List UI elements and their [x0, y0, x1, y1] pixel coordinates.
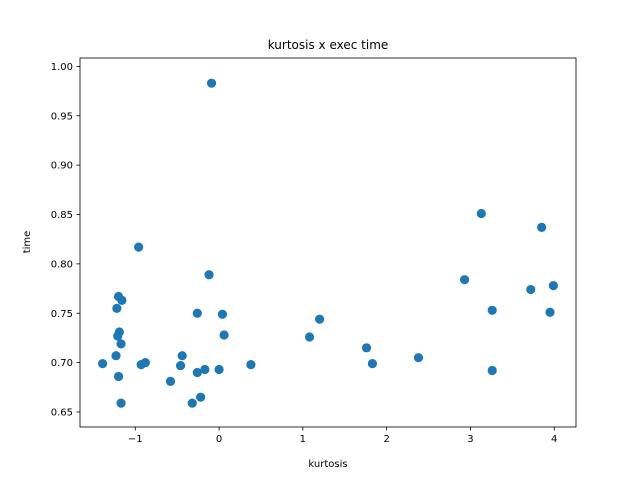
data-point [177, 351, 187, 361]
data-point [413, 353, 424, 363]
data-point [112, 303, 122, 313]
data-point [487, 305, 497, 315]
data-point [111, 351, 121, 361]
y-axis-label: time [22, 231, 33, 254]
x-axis: −1 0 1 2 3 4 [128, 427, 557, 445]
data-point [196, 392, 206, 402]
x-tick-label: 2 [383, 434, 389, 445]
data-point [367, 359, 378, 369]
data-point [204, 270, 214, 280]
y-tick-label: 0.65 [51, 408, 73, 419]
data-point [545, 307, 555, 317]
y-tick-label: 0.75 [51, 309, 73, 320]
data-point [304, 332, 315, 342]
data-point [117, 295, 127, 306]
y-axis: 0.65 0.70 0.75 0.80 0.85 0.90 0.95 1.00 [51, 62, 80, 419]
data-point [206, 78, 217, 88]
data-point [537, 222, 547, 232]
data-point [192, 367, 202, 378]
data-point [175, 360, 186, 371]
data-point [98, 359, 108, 369]
data-point [315, 314, 325, 324]
data-point [219, 330, 229, 340]
y-tick-label: 0.85 [51, 210, 73, 221]
plot-area-frame [79, 57, 577, 428]
x-tick-label: 3 [467, 434, 473, 445]
data-point [246, 359, 256, 370]
y-tick-label: 0.90 [51, 161, 73, 172]
data-points [98, 78, 558, 408]
data-point [361, 343, 372, 353]
data-point [140, 358, 150, 368]
x-tick-label: 4 [551, 434, 557, 445]
data-point [217, 309, 228, 319]
data-point [113, 371, 124, 382]
x-tick-label: −1 [128, 434, 143, 445]
data-point [114, 327, 124, 337]
y-tick-label: 1.00 [51, 62, 73, 73]
chart-title: kurtosis x exec time [268, 38, 389, 52]
data-point [116, 339, 126, 349]
data-point [116, 398, 126, 408]
data-point [526, 284, 536, 295]
data-point [459, 275, 470, 285]
data-point [487, 365, 497, 376]
data-point [548, 281, 558, 291]
data-point [187, 398, 197, 408]
data-point [476, 208, 486, 219]
data-point [200, 364, 210, 375]
y-tick-label: 0.70 [51, 358, 73, 369]
y-tick-label: 0.80 [51, 259, 73, 270]
x-tick-label: 1 [300, 434, 306, 445]
data-point [165, 376, 176, 386]
data-point [134, 242, 144, 252]
x-axis-label: kurtosis [308, 459, 347, 470]
x-tick-label: 0 [216, 434, 222, 445]
data-point [192, 308, 202, 318]
data-point [214, 364, 224, 375]
y-tick-label: 0.95 [51, 111, 73, 122]
